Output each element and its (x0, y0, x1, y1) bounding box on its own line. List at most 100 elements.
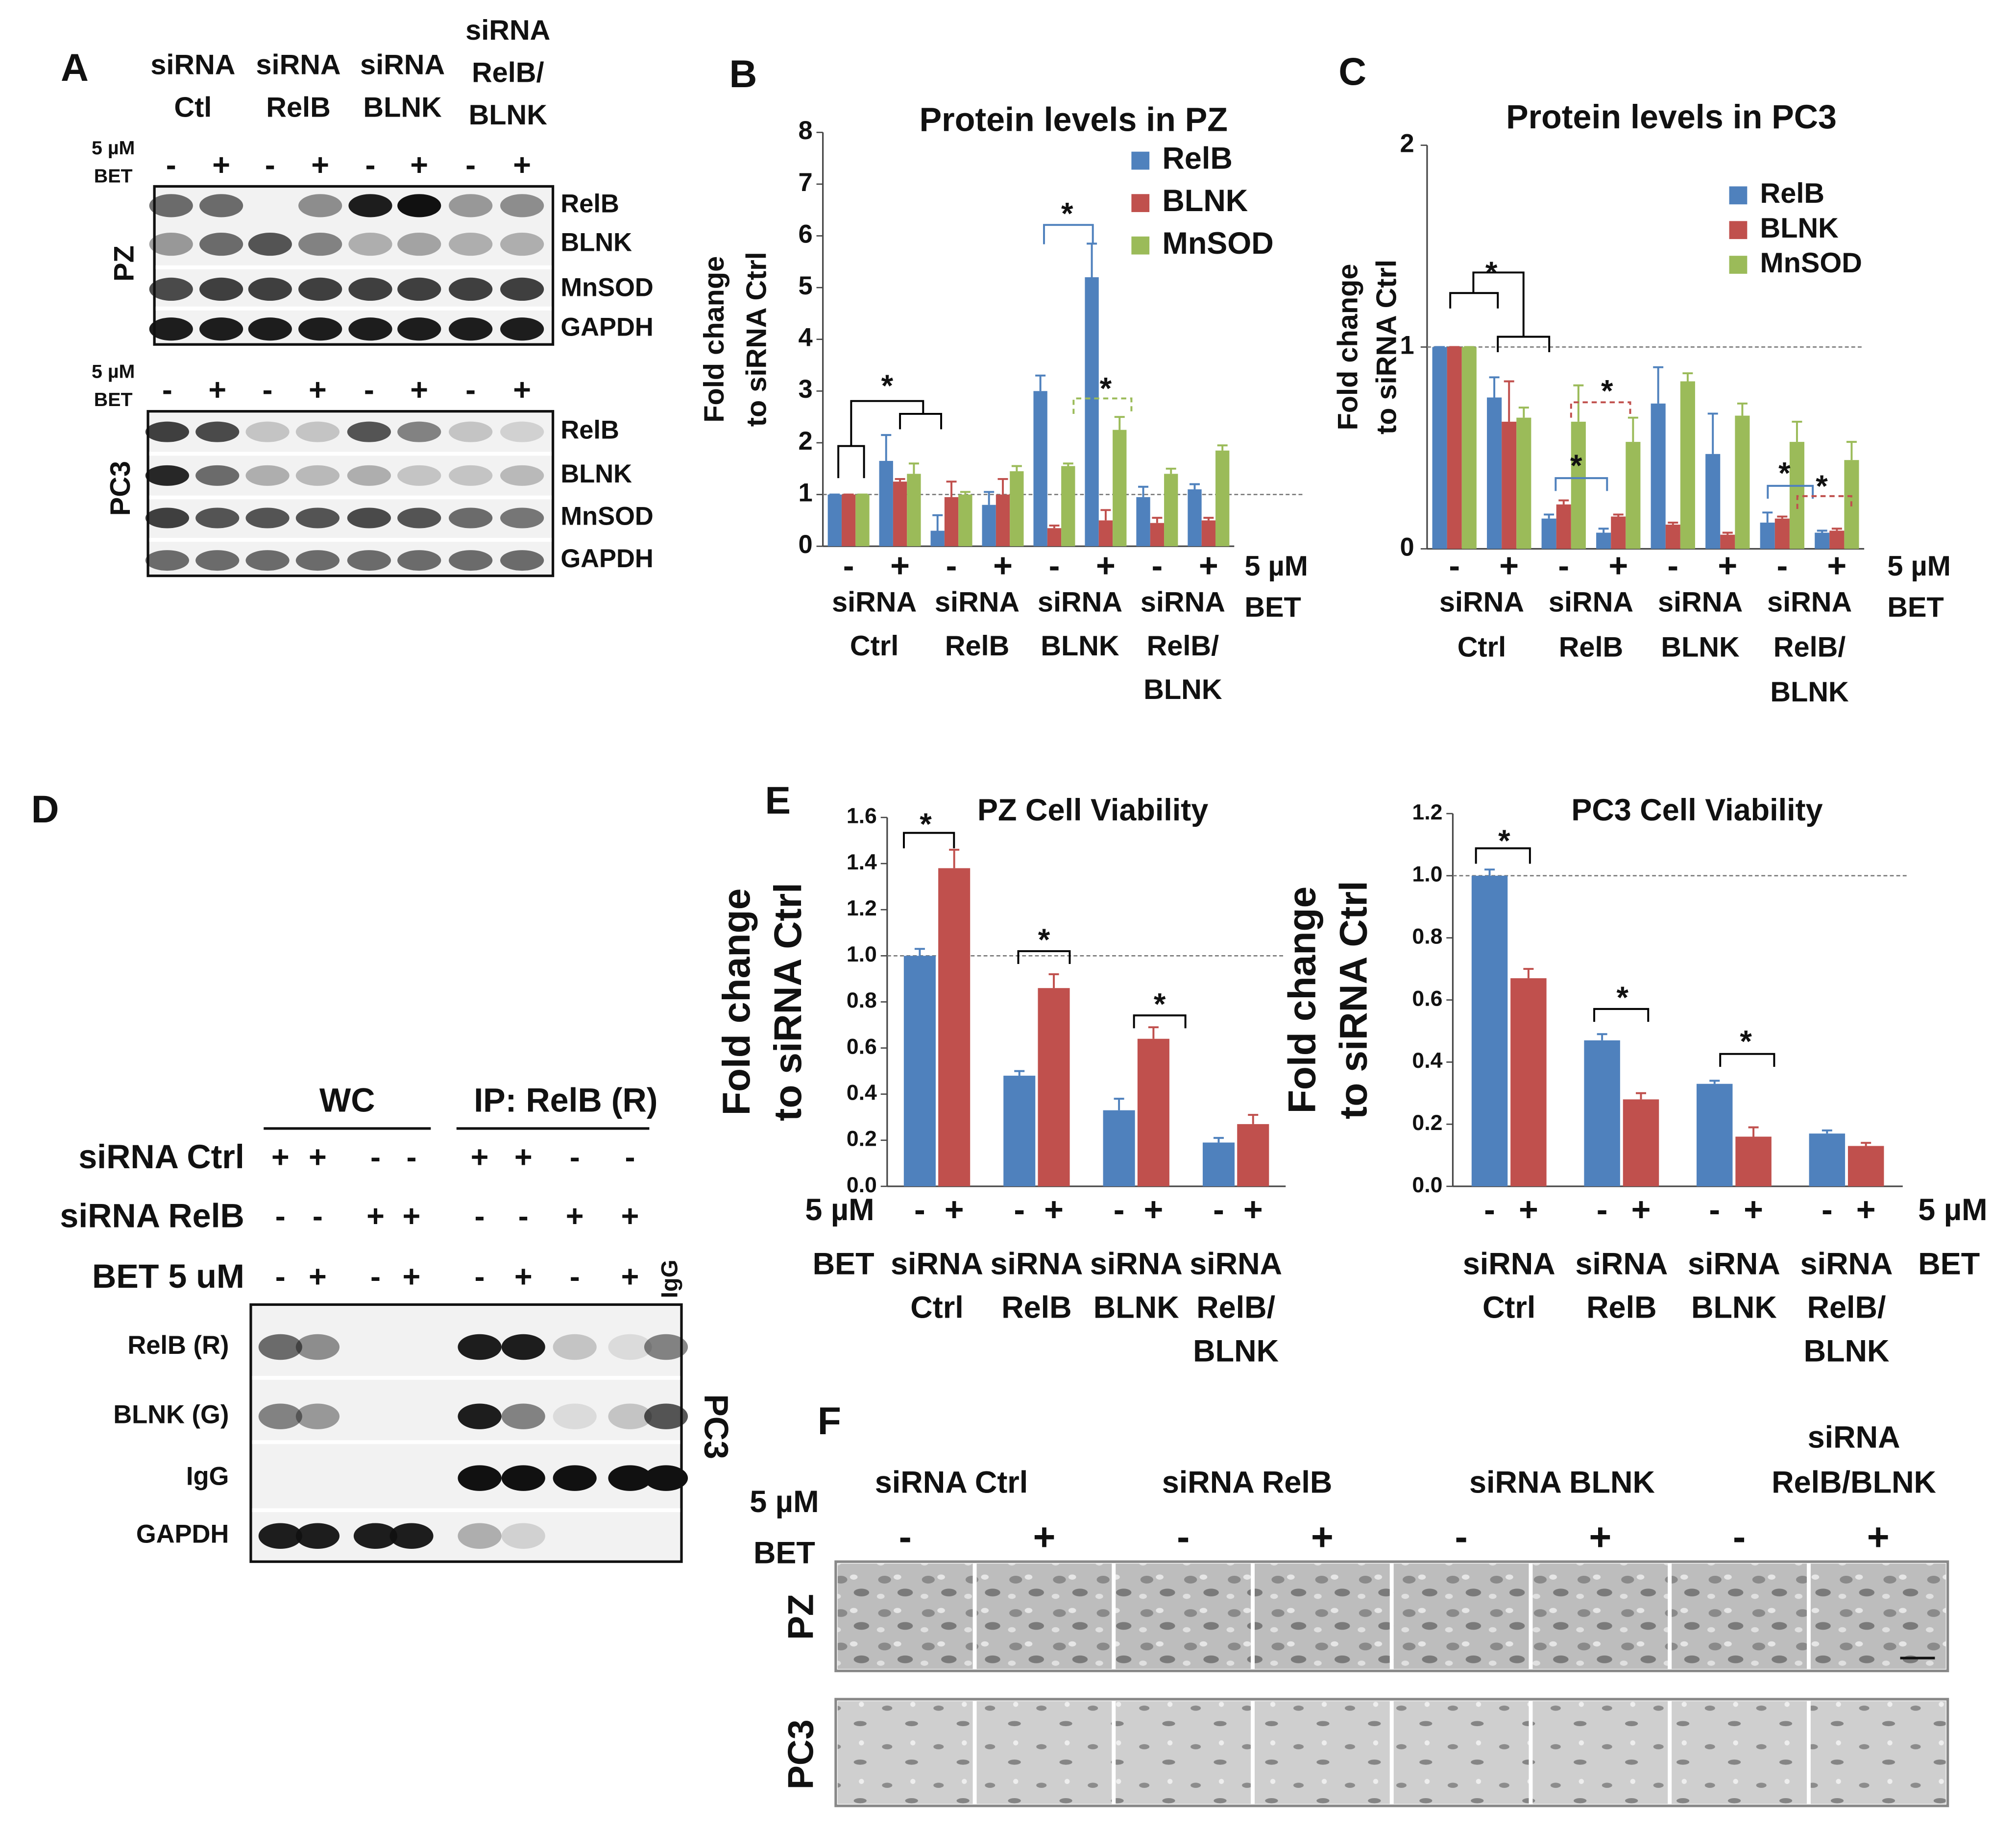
blot-band (500, 550, 544, 571)
significance-marker: * (1778, 457, 1791, 491)
bar (1003, 1076, 1036, 1186)
micrograph (1529, 1697, 1672, 1808)
y-axis-label: Fold change (1280, 887, 1323, 1114)
bar (1188, 489, 1202, 547)
blot-band (347, 550, 391, 571)
blot-band (149, 232, 193, 256)
lane-sign: + (403, 1199, 421, 1233)
x-sub-label: + (1519, 1191, 1538, 1228)
band-label: GAPDH (560, 313, 653, 342)
panel-letter: B (729, 52, 757, 96)
group-label: siRNA (1800, 1247, 1893, 1281)
x-tick-label: - (843, 547, 854, 584)
bar (1085, 277, 1099, 547)
lane-sign: + (212, 148, 230, 182)
error-bar (1748, 1126, 1759, 1137)
lane-sign: + (471, 1140, 489, 1175)
treatment-label: BET (94, 166, 133, 187)
blot-band (553, 1465, 597, 1491)
y-tick-label: 3 (798, 375, 812, 404)
band-label: GAPDH (136, 1520, 229, 1549)
blot-band (348, 277, 392, 301)
band-label: RelB (560, 190, 619, 218)
column-header: RelB/ (472, 57, 544, 88)
x-tick-label: + (1199, 547, 1218, 584)
x-tick-label: + (993, 547, 1013, 584)
y-axis-label: to siRNA Ctrl (1371, 260, 1402, 434)
band-label: MnSOD (560, 502, 653, 530)
group-label: BLNK (1691, 1291, 1777, 1325)
bar (1735, 415, 1750, 549)
group-label: siRNA (1190, 1247, 1282, 1281)
significance-bracket (837, 400, 943, 479)
x-axis-note: 5 µM (1918, 1193, 1987, 1227)
chart-title: PC3 Cell Viability (1571, 793, 1822, 827)
x-axis-note: BET (813, 1247, 874, 1281)
group-label: Ctrl (1482, 1291, 1535, 1325)
error-bar (1014, 1070, 1025, 1076)
cell-label: PC3 (698, 1394, 735, 1459)
y-tick-label: 1.2 (847, 896, 877, 920)
error-bar (1544, 513, 1555, 519)
error-bar (1203, 517, 1214, 521)
micrograph (1389, 1560, 1533, 1673)
blot-band (500, 317, 544, 341)
bar (1809, 1133, 1846, 1186)
y-tick-label: 0.8 (847, 988, 877, 1012)
significance-marker: * (920, 807, 932, 842)
significance-marker: * (1816, 469, 1828, 504)
y-tick-label: 1.0 (1412, 863, 1442, 887)
column-header: siRNA (150, 49, 235, 81)
y-tick-label: 1 (798, 478, 812, 507)
bar (1201, 520, 1216, 547)
lane-sign: + (514, 1260, 533, 1294)
y-tick-label: 1.6 (847, 804, 877, 828)
error-bar (1248, 1114, 1259, 1124)
y-tick-label: 0.4 (847, 1081, 877, 1105)
lane-sign: - (275, 1199, 286, 1233)
group-label: BLNK (1041, 630, 1119, 662)
micrograph (1668, 1560, 1811, 1673)
group-label: BLNK (1804, 1334, 1890, 1369)
x-tick-label: - (1049, 547, 1060, 584)
error-bar (1762, 511, 1773, 523)
y-tick-label: 0.4 (1412, 1049, 1442, 1073)
bar (1098, 520, 1113, 547)
x-tick-label: - (1776, 547, 1788, 584)
blot-band (449, 550, 493, 571)
group-label: BLNK (1770, 676, 1849, 708)
error-bar (1709, 1080, 1720, 1084)
significance-bracket (1593, 1008, 1650, 1022)
blot-band (500, 507, 544, 529)
error-bar (932, 514, 943, 531)
group-label: RelB (1001, 1291, 1071, 1325)
blot-band (347, 465, 391, 486)
y-tick-label: 8 (798, 116, 812, 145)
lane-sign: + (1589, 1515, 1611, 1558)
error-bar (1518, 407, 1529, 418)
blot-band (501, 1465, 545, 1491)
y-tick-label: 6 (798, 219, 812, 248)
blot-band (199, 277, 243, 301)
blot-band (248, 277, 292, 301)
chart-title: Protein levels in PC3 (1506, 98, 1837, 136)
blot-band (145, 421, 189, 442)
y-tick-label: 0.0 (847, 1173, 877, 1197)
blot-band (295, 507, 340, 529)
lane-sign: + (1033, 1515, 1055, 1558)
blot-band (397, 317, 441, 341)
lane-sign: - (465, 373, 476, 407)
blot-band (500, 421, 544, 442)
band-label: GAPDH (560, 544, 653, 573)
band-label: RelB (R) (127, 1331, 229, 1360)
blot-band (389, 1523, 434, 1549)
lane-sign: - (370, 1260, 381, 1294)
bar (1502, 421, 1517, 549)
lane-sign: - (364, 373, 374, 407)
error-bar (914, 948, 925, 956)
y-axis-label: Fold change (1333, 264, 1364, 431)
legend-label: RelB (1760, 178, 1825, 209)
group-label: Ctrl (850, 630, 899, 662)
bar (1038, 988, 1070, 1186)
blot-band (149, 194, 193, 217)
